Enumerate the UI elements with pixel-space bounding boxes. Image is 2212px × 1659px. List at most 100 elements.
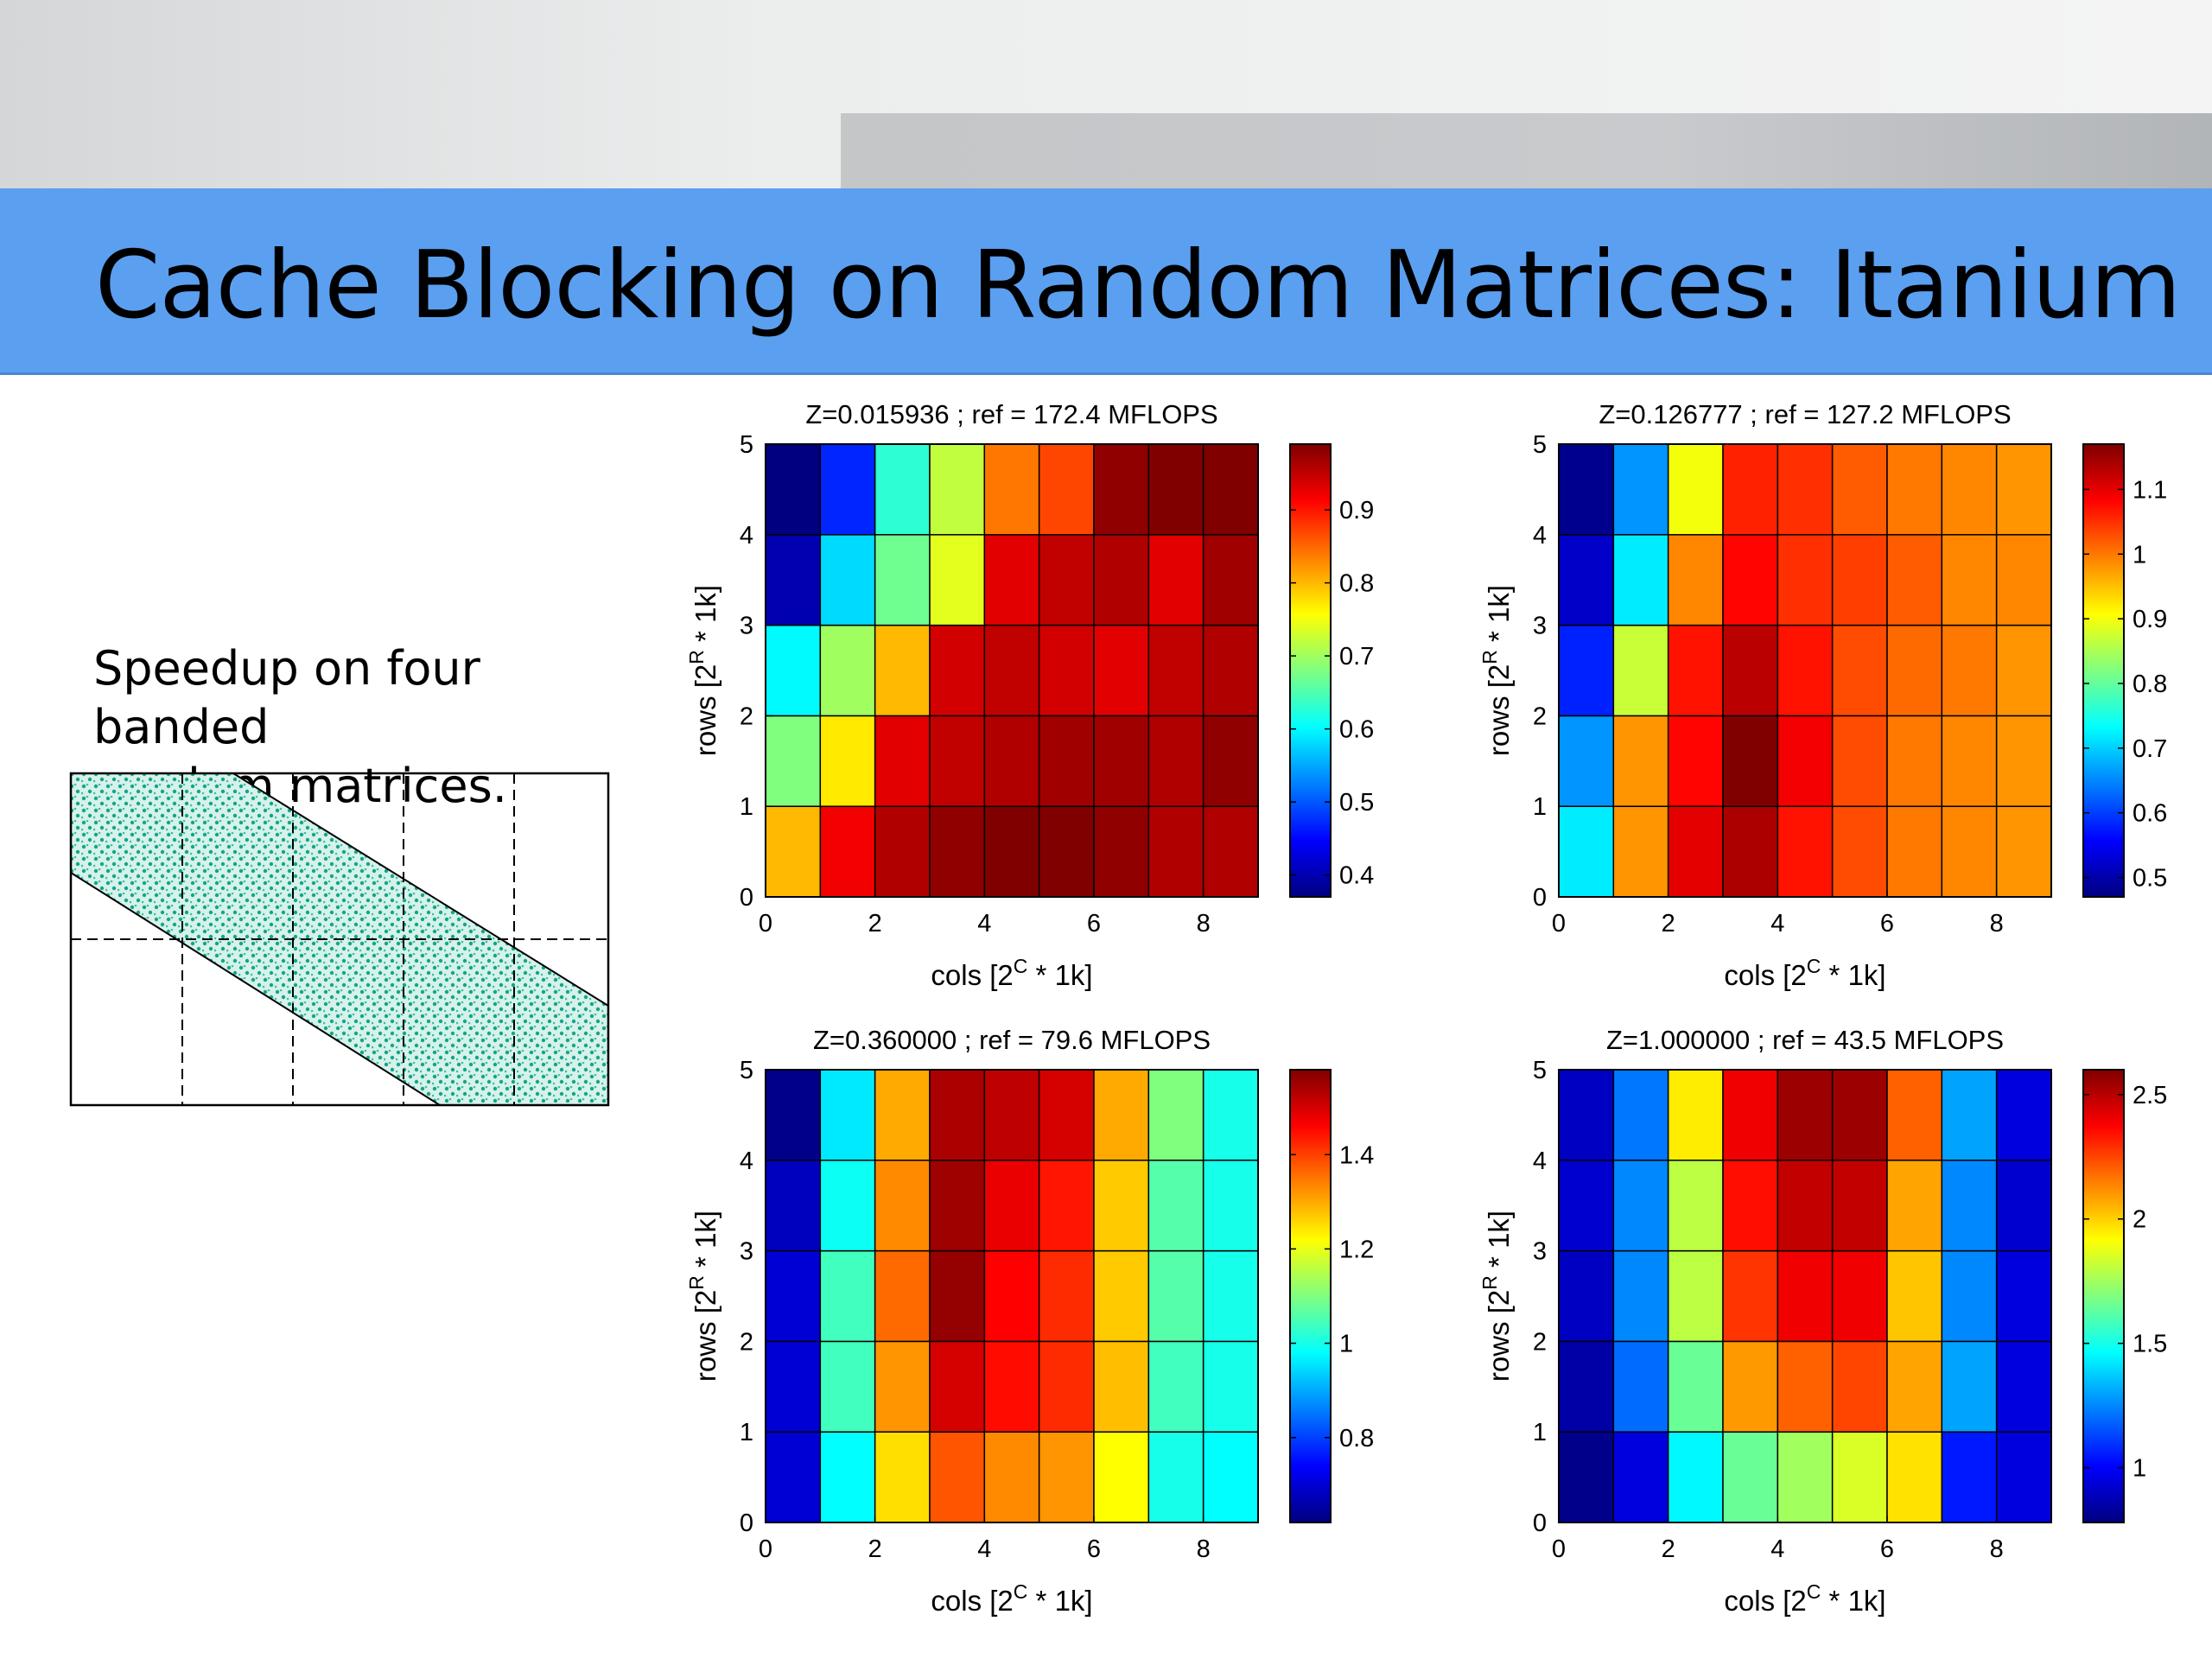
caption-line-1: Speedup on four banded bbox=[93, 641, 480, 754]
heatmap-cell bbox=[1667, 805, 1724, 898]
heatmap-cell bbox=[929, 1069, 986, 1161]
colorbar-tick-label: 0.5 bbox=[1339, 789, 1374, 817]
heatmap-cell bbox=[1093, 1431, 1150, 1523]
colorbar-tick-label: 0.8 bbox=[2133, 671, 2167, 698]
heatmap-cell bbox=[1202, 1160, 1259, 1252]
heatmap-cell bbox=[1777, 1249, 1834, 1343]
heatmap-cell bbox=[1612, 534, 1669, 626]
heatmap-cell bbox=[1038, 1249, 1095, 1343]
heatmap-cell bbox=[1886, 443, 1943, 536]
heatmap-cell bbox=[983, 805, 1040, 898]
heatmap-cell bbox=[1558, 1431, 1615, 1523]
colorbar-tick-label: 1.1 bbox=[2133, 476, 2167, 504]
heatmap-panel-3: 0 2 4 6 8 0 1 2 3 4 5 Z=0.360000 ; ref = 79.6 MFLOP… bbox=[685, 1025, 1374, 1617]
x-tick-label: 8 bbox=[1990, 910, 2004, 938]
heatmap-cell bbox=[1667, 715, 1724, 807]
slide-title: Cache Blocking on Random Matrices: Itani… bbox=[95, 232, 2181, 340]
y-tick-label: 5 bbox=[1533, 431, 1547, 459]
y-tick-label: 3 bbox=[1533, 1238, 1547, 1266]
heatmap-cell bbox=[1093, 1340, 1150, 1433]
y-axis-label: rows [2R * 1k] bbox=[685, 585, 721, 756]
heatmap-cell bbox=[1558, 443, 1615, 536]
y-tick-label: 0 bbox=[740, 1510, 753, 1537]
heatmap-cell bbox=[1777, 1340, 1834, 1433]
heatmap-cell bbox=[1722, 715, 1779, 807]
colorbar-tick-label: 0.8 bbox=[1339, 1425, 1374, 1452]
heatmap-cell bbox=[765, 1249, 822, 1343]
colorbar-gradient bbox=[2082, 1069, 2125, 1523]
y-tick-label: 0 bbox=[740, 884, 753, 912]
heatmap-cell bbox=[765, 1069, 822, 1161]
panel-title: Z=0.360000 ; ref = 79.6 MFLOPS bbox=[813, 1025, 1211, 1055]
heatmap-cell bbox=[1612, 443, 1669, 536]
heatmap-cell bbox=[819, 805, 876, 898]
heatmap-cell bbox=[1667, 443, 1724, 536]
heatmap-cell bbox=[1202, 1340, 1259, 1433]
heatmap-panel-4: 0 2 4 6 8 0 1 2 3 4 5 Z=1.000000 ; ref = 43.5 MFLOP… bbox=[1478, 1025, 2167, 1617]
heatmap-cell bbox=[1038, 534, 1095, 626]
heatmap-cell bbox=[1941, 1069, 1998, 1161]
heatmap-cell bbox=[983, 1249, 1040, 1343]
x-tick-label: 8 bbox=[1197, 910, 1211, 938]
heatmap-cell bbox=[819, 1431, 876, 1523]
heatmap-cell bbox=[1777, 1069, 1834, 1161]
heatmap-cell bbox=[1941, 1340, 1998, 1433]
colorbar-tick-label: 0.7 bbox=[1339, 643, 1374, 671]
plot-frame bbox=[765, 443, 1259, 898]
colorbar-tick-label: 2.5 bbox=[2133, 1082, 2167, 1109]
y-tick-label: 5 bbox=[1533, 1057, 1547, 1084]
x-tick-label: 0 bbox=[1552, 1535, 1566, 1563]
heatmap-cell bbox=[1038, 1160, 1095, 1252]
heatmap-cell bbox=[1995, 443, 2052, 536]
heatmap-cell bbox=[1777, 1160, 1834, 1252]
heatmap-cell bbox=[1093, 1249, 1150, 1343]
plot-frame bbox=[1558, 1069, 2052, 1523]
heatmap-cell bbox=[983, 1340, 1040, 1433]
heatmap-cell bbox=[874, 805, 931, 898]
heatmap-cell bbox=[819, 1340, 876, 1433]
heatmap-cell bbox=[1558, 1069, 1615, 1161]
heatmap-cell bbox=[1093, 1160, 1150, 1252]
x-axis-label: cols [2C * 1k] bbox=[1724, 1580, 1885, 1617]
heatmap-cell bbox=[1093, 443, 1150, 536]
x-tick-label: 4 bbox=[1770, 910, 1784, 938]
heatmap-cell bbox=[1995, 805, 2052, 898]
heatmap-cell bbox=[983, 1431, 1040, 1523]
header-gray-bar bbox=[841, 113, 2212, 188]
heatmap-cell bbox=[1147, 1160, 1205, 1252]
heatmap-cell bbox=[874, 534, 931, 626]
colorbar-tick-label: 1 bbox=[2133, 541, 2146, 569]
heatmap-cell bbox=[1831, 1069, 1888, 1161]
heatmap-cell bbox=[1093, 624, 1150, 717]
heatmap-cell bbox=[1147, 1431, 1205, 1523]
y-tick-label: 2 bbox=[1533, 1328, 1547, 1356]
heatmap-cell bbox=[765, 1160, 822, 1252]
panel-title: Z=1.000000 ; ref = 43.5 MFLOPS bbox=[1606, 1025, 2004, 1055]
heatmap-cell bbox=[1038, 443, 1095, 536]
heatmap-cell bbox=[1667, 534, 1724, 626]
x-tick-label: 0 bbox=[759, 910, 772, 938]
heatmap-cell bbox=[983, 534, 1040, 626]
heatmap-cell bbox=[1202, 805, 1259, 898]
heatmap-cell bbox=[1147, 805, 1205, 898]
heatmap-cell bbox=[1722, 1249, 1779, 1343]
y-tick-label: 1 bbox=[1533, 1419, 1547, 1446]
heatmap-cell bbox=[1558, 805, 1615, 898]
colorbar: 0.4 0.5 0.6 0.7 0.8 0.9 bbox=[1289, 443, 1374, 898]
x-tick-label: 2 bbox=[868, 910, 882, 938]
heatmap-cell bbox=[1667, 1160, 1724, 1252]
heatmap-cell bbox=[1612, 1249, 1669, 1343]
band-lower-edge bbox=[70, 872, 441, 1106]
heatmap-cell bbox=[1038, 715, 1095, 807]
heatmap-cell bbox=[1886, 1431, 1943, 1523]
heatmap-cell bbox=[1202, 534, 1259, 626]
heatmap-cell bbox=[929, 443, 986, 536]
heatmap-panel-2: 0 2 4 6 8 0 1 2 3 4 5 Z=0.126777 ; ref = 127.2 MFLO… bbox=[1478, 399, 2167, 991]
heatmap-cell bbox=[1667, 1340, 1724, 1433]
y-tick-label: 5 bbox=[740, 1057, 753, 1084]
heatmap-cell bbox=[1202, 1431, 1259, 1523]
heatmap-cell bbox=[1777, 443, 1834, 536]
x-tick-label: 0 bbox=[759, 1535, 772, 1563]
y-tick-label: 4 bbox=[1533, 1147, 1547, 1175]
heatmap-cell bbox=[1093, 715, 1150, 807]
